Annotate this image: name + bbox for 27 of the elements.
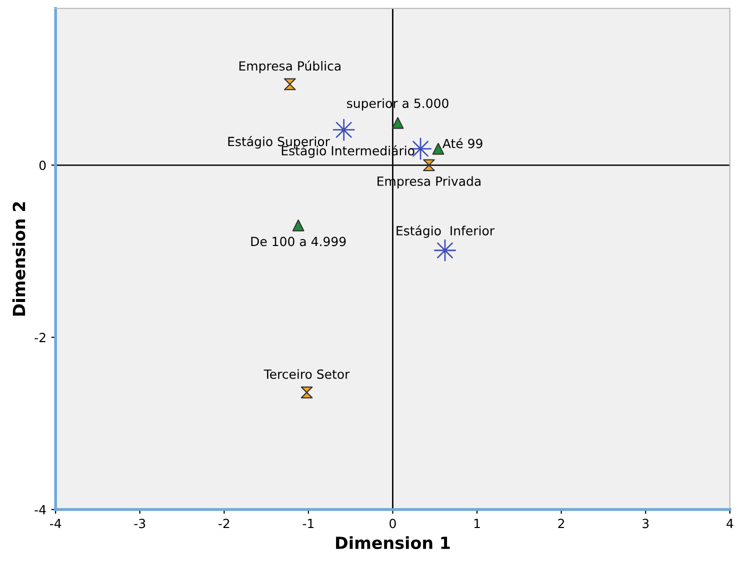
- x-tick-label: -1: [302, 518, 314, 528]
- y-tick-label: 0: [39, 160, 46, 170]
- annotation: Até 99: [442, 138, 482, 148]
- annotation: Estágio Inferior: [396, 225, 495, 238]
- y-tick-label: -4: [34, 505, 46, 514]
- point: [392, 117, 404, 129]
- point: [332, 118, 355, 141]
- x-tick-label: -3: [134, 518, 146, 528]
- x-tick-label: 4: [726, 518, 734, 528]
- point: [423, 159, 435, 172]
- point: [434, 239, 456, 262]
- x-tick-label: 2: [558, 518, 564, 528]
- x-tick-label: 0: [390, 518, 396, 528]
- annotation: Terceiro Setor: [264, 369, 350, 379]
- x-tick-label: -2: [218, 518, 230, 528]
- point: [300, 386, 313, 398]
- x-tick-label: 3: [642, 518, 649, 528]
- annotation: De 100 a 4.999: [251, 236, 346, 246]
- x-tick-label: 1: [474, 518, 480, 528]
- y-axis-title: Dimension 2: [12, 202, 26, 316]
- x-tick-label: -4: [50, 518, 62, 528]
- point: [292, 219, 304, 232]
- point: [284, 78, 296, 90]
- x-axis-title: Dimension 1: [336, 536, 450, 550]
- annotation: Empresa Pública: [239, 60, 340, 74]
- point: [432, 142, 444, 155]
- y-tick-label: -2: [34, 332, 46, 342]
